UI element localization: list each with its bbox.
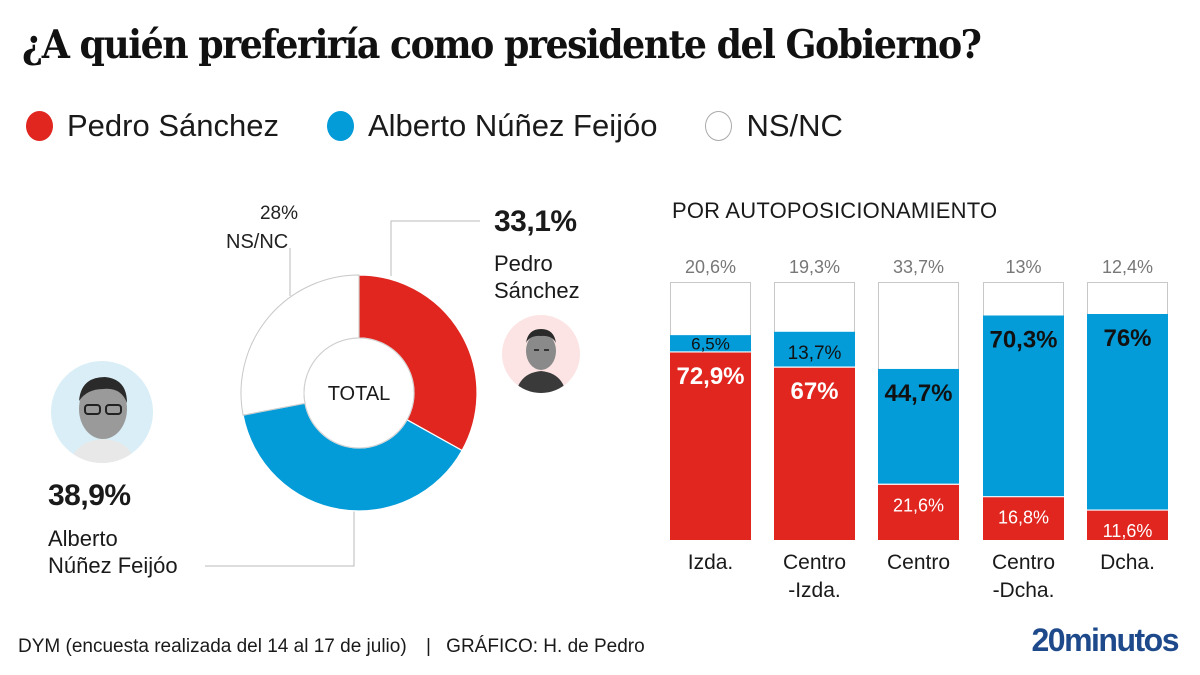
bar-label-feijoo: 76% [1103, 325, 1151, 352]
bar-category-label: Centro [866, 549, 971, 577]
bar-segment-sanchez [1087, 510, 1168, 540]
legend-swatch-sanchez [26, 111, 53, 141]
bar-category-label-line: Centro [991, 551, 1056, 574]
bar-segment-sanchez [878, 484, 959, 540]
footer: DYM (encuesta realizada del 14 al 17 de … [18, 636, 645, 658]
bar-category-label-line: -Izda. [788, 579, 841, 602]
bar-label-sanchez: 67% [790, 378, 838, 405]
sanchez-name-line2: Sánchez [494, 278, 580, 303]
feijoo-photo [51, 361, 153, 463]
bar-category-label-line: Dcha. [1100, 551, 1155, 574]
donut-label-sanchez-name: Pedro Sánchez [494, 250, 580, 304]
bar-label-feijoo: 70,3% [989, 327, 1057, 354]
legend-item-sanchez: Pedro Sánchez [26, 108, 279, 144]
bar-label-feijoo: 6,5% [691, 335, 730, 354]
person-photo-icon [516, 329, 566, 393]
legend-swatch-nsnc [705, 111, 733, 141]
legend-label-nsnc: NS/NC [746, 108, 843, 143]
leader-line-feijoo [205, 511, 355, 567]
donut-label-nsnc-name: NS/NC [226, 231, 289, 253]
sanchez-name-line1: Pedro [494, 251, 553, 276]
bar-segment-sanchez [983, 496, 1064, 540]
legend: Pedro Sánchez Alberto Núñez Feijóo NS/NC [26, 108, 891, 144]
bar-segment-feijoo [1087, 313, 1168, 511]
legend-label-sanchez: Pedro Sánchez [67, 108, 279, 143]
bar-label-feijoo: 44,7% [884, 380, 952, 407]
bar-category-label-line: -Dcha. [992, 579, 1055, 602]
legend-item-feijoo: Alberto Núñez Feijóo [326, 108, 658, 144]
bar-label-sanchez: 21,6% [893, 495, 944, 515]
bar-label-sanchez: 11,6% [1103, 521, 1153, 541]
bar-label-nsnc: 13% [1005, 257, 1041, 277]
footer-separator: | [425, 636, 431, 657]
donut-label-feijoo-name: Alberto Núñez Feijóo [48, 525, 178, 579]
brand-logo: 20minutos [1031, 622, 1179, 658]
donut-center-label: TOTAL [328, 383, 391, 405]
bar-segment-sanchez [670, 351, 751, 540]
bar-segment-sanchez [774, 367, 855, 540]
bar-segment-feijoo [670, 335, 751, 352]
legend-label-feijoo: Alberto Núñez Feijóo [367, 108, 658, 143]
bar-category-label: Izda. [658, 549, 763, 577]
bar-label-sanchez: 16,8% [998, 508, 1049, 528]
donut-leader-lines [205, 220, 480, 567]
legend-swatch-feijoo [326, 111, 354, 141]
bar-label-nsnc: 20,6% [685, 257, 736, 277]
donut-label-feijoo-pct: 38,9% [48, 479, 131, 512]
bar-label-nsnc: 33,7% [893, 257, 944, 277]
bar-segment-feijoo [983, 315, 1064, 497]
bar-label-feijoo: 13,7% [788, 343, 842, 364]
bar-category-label: Centro -Dcha. [971, 549, 1076, 605]
source-note: DYM (encuesta realizada del 14 al 17 de … [18, 636, 407, 657]
bar-category-label: Centro -Izda. [762, 549, 867, 605]
donut-hole [303, 337, 415, 449]
bar-label-sanchez: 72,9% [676, 363, 744, 390]
bar-category-label-line: Izda. [687, 551, 734, 574]
donut-label-nsnc-pct: 28% [259, 203, 298, 224]
feijoo-name-line1: Alberto [48, 526, 118, 551]
credit-note: GRÁFICO: H. de Pedro [446, 636, 645, 657]
bar-category-label: Dcha. [1075, 549, 1180, 577]
donut-label-sanchez-pct: 33,1% [494, 205, 577, 238]
chart-title: ¿A quién preferiría como presidente del … [22, 22, 982, 68]
legend-item-nsnc: NS/NC [705, 108, 843, 144]
bar-category-label-line: Centro [782, 551, 847, 574]
leader-line-sanchez [390, 220, 480, 276]
bar-label-nsnc: 12,4% [1102, 257, 1153, 277]
bar-label-nsnc: 19,3% [789, 257, 840, 277]
sanchez-photo [502, 315, 580, 393]
bar-segment-feijoo [774, 331, 855, 368]
person-photo-icon [71, 377, 135, 463]
bars-section-title: POR AUTOPOSICIONAMIENTO [672, 198, 998, 223]
bar-category-label-line: Centro [886, 551, 951, 574]
bar-segment-feijoo [878, 368, 959, 485]
feijoo-name-line2: Núñez Feijóo [48, 553, 178, 578]
